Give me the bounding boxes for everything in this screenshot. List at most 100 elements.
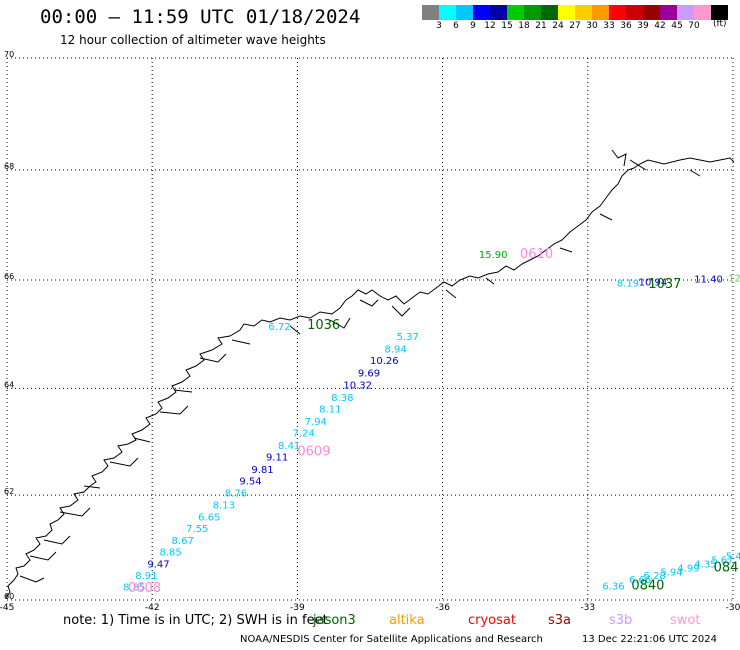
axis-labels: -45 -42 -39 -36 -33 -30 70 68 66 64 62 60 <box>0 50 740 613</box>
longitude-label: -42 <box>145 603 160 613</box>
wave-height-label: 9.47 <box>147 560 169 571</box>
wave-height-label: 5.94 <box>660 567 682 578</box>
color-swatch <box>490 5 507 20</box>
satellite-legend-cryosat: cryosat <box>468 613 516 628</box>
latitude-label: 64 <box>4 380 14 389</box>
wave-height-label: 8.38 <box>331 393 353 404</box>
satellite-legend-s3a: s3a <box>548 613 572 628</box>
color-swatch <box>422 5 439 20</box>
satellite-legend-swot: swot <box>670 613 701 628</box>
color-scale-ticks: 3 6 9 12 15 18 21 24 27 30 33 36 39 42 45 70 <box>422 20 728 34</box>
color-scale-tick: 18 <box>518 21 530 31</box>
wave-height-label: 4.35 <box>694 560 716 571</box>
color-scale-tick: 70 <box>688 21 700 31</box>
wave-height-label: 8.94 <box>385 344 407 355</box>
color-scale-tick: 3 <box>436 21 442 31</box>
color-scale-tick: 6 <box>453 21 459 31</box>
color-swatch <box>575 5 592 20</box>
wave-height-label: 5.67 <box>711 555 733 566</box>
wave-height-label: 15.90 <box>479 250 508 261</box>
color-swatch <box>592 5 609 20</box>
wave-height-label: 8.13 <box>213 500 235 511</box>
altimeter-track: 15.90 0610 <box>479 247 553 262</box>
color-scale-tick: 45 <box>671 21 683 31</box>
wave-height-label: 6.66 <box>629 575 651 586</box>
longitude-label: -33 <box>580 603 595 613</box>
wave-height-label: 9.11 <box>266 453 288 464</box>
wave-height-label: 10.94 <box>639 277 668 288</box>
wave-height-label: 7.24 <box>293 429 315 440</box>
color-scale-tick: 39 <box>637 21 649 31</box>
color-swatch <box>439 5 456 20</box>
color-swatch <box>643 5 660 20</box>
latitude-label: 66 <box>4 272 14 281</box>
color-swatch <box>677 5 694 20</box>
page-subtitle: 12 hour collection of altimeter wave hei… <box>60 33 326 47</box>
pass-time-label: 0840 <box>631 579 664 594</box>
color-scale-swatches <box>422 5 728 20</box>
color-scale-tick: 9 <box>470 21 476 31</box>
latitude-label: 68 <box>4 162 14 171</box>
wave-height-label: 11.40 <box>694 275 723 286</box>
color-swatch <box>558 5 575 20</box>
color-scale-tick: 12 <box>484 21 496 31</box>
altimeter-track: 0609 <box>297 444 330 459</box>
footer-credit: NOAA/NESDIS Center for Satellite Applica… <box>240 634 543 645</box>
wave-height-label: 8.11 <box>319 405 341 416</box>
wave-height-label: 7.94 <box>305 417 327 428</box>
coastline-inlets <box>19 149 701 583</box>
wave-height-label: 10.32 <box>343 380 372 391</box>
altimeter-track: 6.72 1036 <box>268 318 340 333</box>
color-scale-tick: 27 <box>569 21 581 31</box>
wave-height-label: 9.54 <box>239 476 261 487</box>
coastline-path <box>5 157 735 599</box>
latitude-label: 62 <box>4 487 14 496</box>
longitude-label: -45 <box>0 603 14 613</box>
wave-height-label: 8.76 <box>225 489 247 500</box>
wave-height-label: 6.28 <box>643 571 665 582</box>
wave-height-label: 9.69 <box>358 369 380 380</box>
color-swatch <box>473 5 490 20</box>
color-swatch <box>524 5 541 20</box>
pass-time-label: 0608 <box>128 581 161 596</box>
color-swatch <box>694 5 711 20</box>
footer-note: note: 1) Time is in UTC; 2) SWH is in fe… <box>63 613 328 628</box>
color-swatch <box>660 5 677 20</box>
wave-height-label: 8.19 <box>617 279 639 290</box>
color-scale-tick: 21 <box>535 21 547 31</box>
color-scale-unit: (ft) <box>713 19 727 29</box>
color-swatch <box>541 5 558 20</box>
wave-height-label: 8.41 <box>278 441 300 452</box>
wave-height-label: 5.37 <box>397 332 419 343</box>
wave-height-label: 8.67 <box>172 536 194 547</box>
wave-height-label: 8.91 <box>135 571 157 582</box>
color-swatch <box>507 5 524 20</box>
pass-time-label: 1036 <box>307 318 340 333</box>
longitude-label: -30 <box>726 603 740 613</box>
longitude-label: -36 <box>435 603 450 613</box>
altimeter-tracks: 8.858.919.478.858.677.556.658.138.769.54… <box>123 247 740 596</box>
altimeter-track: 084 <box>714 560 739 575</box>
wave-height-label: 12.3 <box>728 274 740 285</box>
latitude-label: 60 <box>4 592 14 601</box>
wave-height-label: 10.26 <box>370 356 399 367</box>
color-scale-tick: 36 <box>620 21 632 31</box>
color-scale-tick: 15 <box>501 21 513 31</box>
footer-timestamp: 13 Dec 22:21:06 UTC 2024 <box>582 634 717 645</box>
color-scale-tick: 42 <box>654 21 666 31</box>
color-swatch <box>456 5 473 20</box>
wave-height-label: 9.81 <box>251 465 273 476</box>
color-scale-tick: 33 <box>603 21 615 31</box>
pass-time-label: 0609 <box>297 444 330 459</box>
satellite-legend-s3b: s3b <box>609 613 633 628</box>
wave-height-label: 6.65 <box>198 512 220 523</box>
pass-time-label: 1037 <box>648 277 681 292</box>
wave-height-label: 7.55 <box>186 524 208 535</box>
wave-height-label: 8.85 <box>159 548 181 559</box>
color-swatch <box>609 5 626 20</box>
longitude-label: -39 <box>290 603 305 613</box>
satellite-legend-jason3: jason3 <box>313 613 356 628</box>
pass-time-label: 0610 <box>520 247 553 262</box>
